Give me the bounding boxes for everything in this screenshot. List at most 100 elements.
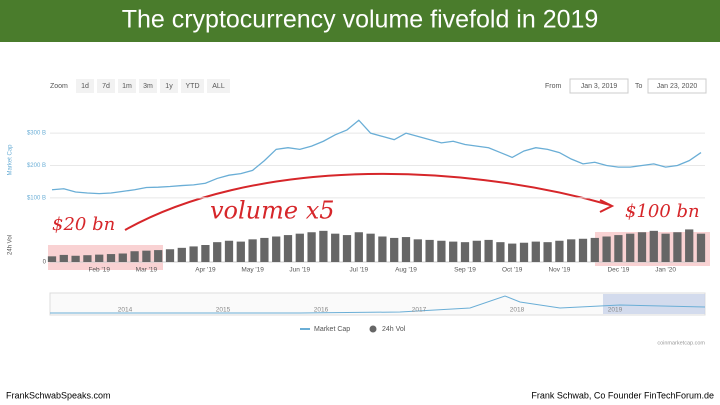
navigator-label: 2016: [314, 307, 329, 314]
zoom-button[interactable]: [160, 79, 178, 93]
zoom-button[interactable]: [181, 79, 204, 93]
volume-bar: [118, 253, 127, 262]
volume-bar: [531, 241, 540, 262]
zoom-button[interactable]: [76, 79, 94, 93]
zoom-button[interactable]: [139, 79, 157, 93]
volume-bar: [555, 240, 564, 262]
volume-bar: [696, 233, 706, 262]
volume-bar: [224, 240, 234, 262]
volume-bar: [295, 233, 304, 262]
volume-bar: [177, 247, 186, 262]
y-axis-title: Market Cap: [8, 144, 14, 176]
annotation: volume x5: [210, 197, 335, 225]
volume-bar: [590, 237, 599, 262]
navigator-label: 2018: [510, 307, 525, 314]
zoom-button-label: 7d: [102, 83, 110, 90]
navigator-line: [50, 295, 706, 314]
navigator-label: 2014: [118, 307, 133, 314]
volume-bar: [425, 239, 434, 262]
zoom-label: Zoom: [50, 83, 68, 90]
volume-bar: [390, 237, 399, 262]
zoom-button-label: 1y: [165, 83, 173, 90]
volume-bar: [165, 249, 175, 262]
to-date: Jan 23, 2020: [657, 83, 698, 90]
volume-bar: [685, 229, 694, 262]
zoom-button-label: YTD: [186, 83, 200, 90]
volume-bar: [472, 240, 481, 262]
footer-right: Frank Schwab, Co Founder FinTechForum.de: [531, 390, 714, 400]
volume-bar: [142, 250, 151, 262]
zoom-button-label: 1m: [122, 83, 132, 90]
volume-bar: [272, 236, 281, 262]
to-label: To: [635, 83, 643, 90]
to-input[interactable]: [647, 78, 707, 94]
volume-bar: [47, 256, 57, 262]
x-tick-label: Nov '19: [548, 267, 570, 274]
slide-title: The cryptocurrency volume fivefold in 20…: [122, 6, 599, 34]
y2-tick-label: 0: [43, 260, 47, 266]
legend-label[interactable]: Market Cap: [314, 326, 350, 333]
y-tick-label: $100 B: [27, 195, 46, 201]
y2-axis-title: 24h Vol: [8, 235, 14, 255]
volume-bar: [401, 237, 411, 262]
volume-bar: [106, 254, 116, 262]
volume-bar: [661, 233, 670, 262]
volume-bar: [614, 235, 623, 262]
volume-bar: [95, 254, 104, 262]
navigator-window: [603, 294, 705, 314]
annotation: $100 bn: [625, 201, 700, 222]
volume-bar: [189, 246, 198, 262]
volume-bar: [673, 232, 682, 262]
from-input[interactable]: [569, 78, 629, 94]
arrow: [124, 172, 611, 231]
volume-bar: [649, 230, 658, 262]
volume-bar: [449, 241, 458, 262]
volume-bar: [496, 242, 505, 262]
x-tick-label: Apr '19: [195, 267, 216, 274]
legend-label[interactable]: 24h Vol: [382, 326, 406, 333]
volume-bar: [354, 232, 363, 262]
market-cap-line: [51, 119, 702, 195]
volume-bar: [248, 239, 257, 262]
zoom-button[interactable]: [207, 79, 230, 93]
y-tick-label: $200 B: [27, 163, 46, 169]
x-tick-label: Jan '20: [655, 267, 676, 274]
x-tick-label: Jun '19: [289, 267, 310, 274]
volume-bar: [437, 240, 446, 262]
volume-bar: [413, 239, 422, 262]
volume-bar: [319, 230, 328, 262]
volume-bar: [602, 236, 611, 262]
volume-bar: [201, 245, 210, 262]
volume-bar: [484, 239, 493, 262]
volume-bar: [59, 254, 68, 262]
volume-bar: [130, 251, 139, 262]
volume-bar: [578, 238, 588, 262]
zoom-button-label: 3m: [143, 83, 153, 90]
x-tick-label: Dec '19: [607, 267, 629, 274]
zoom-button[interactable]: [118, 79, 136, 93]
volume-bar: [307, 232, 316, 262]
title-bar: [0, 0, 720, 42]
navigator-label: 2017: [412, 307, 427, 314]
zoom-button[interactable]: [97, 79, 115, 93]
volume-bar: [508, 243, 517, 262]
volume-bar: [283, 235, 293, 262]
volume-bar: [519, 242, 529, 262]
legend-swatch: [369, 325, 377, 333]
volume-bar: [378, 236, 387, 262]
volume-bar: [637, 232, 647, 262]
footer-left: FrankSchwabSpeaks.com: [6, 390, 111, 400]
x-tick-label: Jul '19: [350, 267, 369, 274]
volume-bar: [543, 242, 552, 262]
y-tick-label: $300 B: [27, 131, 46, 137]
volume-bar: [154, 250, 163, 262]
x-tick-label: Feb '19: [88, 267, 110, 274]
zoom-button-label: ALL: [212, 83, 225, 90]
x-tick-label: Sep '19: [454, 267, 476, 274]
volume-bar: [366, 233, 375, 262]
x-tick-label: Aug '19: [395, 267, 417, 274]
x-tick-label: Mar '19: [136, 267, 158, 274]
volume-bar: [71, 255, 80, 262]
